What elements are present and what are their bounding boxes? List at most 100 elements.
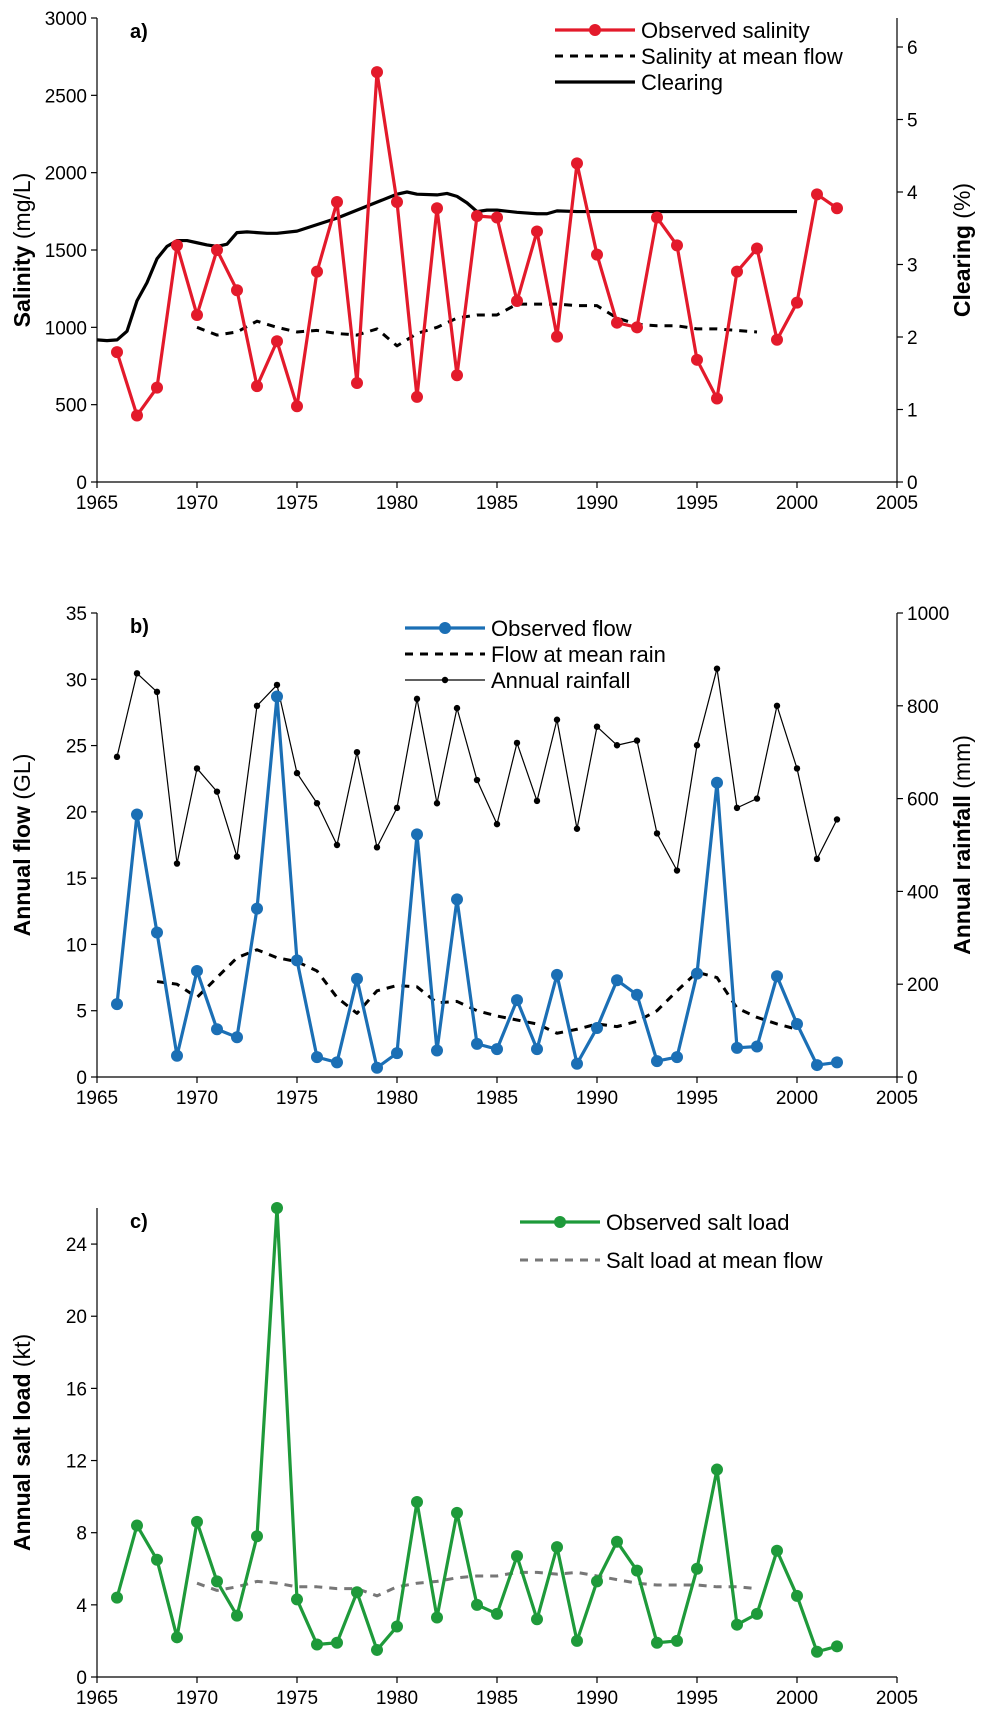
y-right-tick-label: 5	[907, 111, 918, 132]
y-left-tick-label: 10	[66, 935, 87, 956]
series-line	[96, 190, 797, 343]
data-point	[751, 1607, 763, 1620]
x-tick-label: 1990	[576, 1088, 618, 1109]
series-observed-salinity	[111, 66, 843, 422]
data-point	[491, 1607, 503, 1620]
data-point	[571, 1057, 583, 1070]
x-tick-label: 1975	[276, 1688, 318, 1709]
data-point	[651, 1055, 663, 1068]
data-point	[471, 209, 483, 222]
data-point	[731, 1041, 743, 1054]
data-point	[311, 1051, 323, 1064]
data-point	[671, 239, 683, 252]
data-point	[371, 1061, 383, 1074]
y-right-title-unit: (mm)	[949, 735, 975, 795]
y-left-title-bold: Annual flow	[9, 806, 35, 936]
data-point	[631, 988, 643, 1001]
data-point	[531, 1613, 543, 1626]
data-point	[713, 665, 721, 672]
data-point	[393, 804, 401, 812]
data-point	[273, 681, 281, 689]
data-point	[593, 723, 601, 730]
data-point	[733, 804, 741, 812]
y-left-tick-label: 16	[66, 1379, 87, 1400]
x-tick-label: 1980	[376, 493, 418, 514]
data-point	[211, 1023, 223, 1036]
data-point	[451, 1506, 463, 1519]
data-point	[331, 196, 343, 209]
data-point	[431, 1044, 443, 1057]
data-point	[133, 670, 141, 677]
panel-letter: c)	[130, 1211, 148, 1233]
data-point	[811, 1059, 823, 1072]
data-point	[111, 1591, 123, 1604]
series-observed-flow	[111, 690, 843, 1074]
y-left-axis-title: Annual flow (GL)	[9, 754, 35, 937]
data-point	[511, 1550, 523, 1563]
y-right-axis-title: Clearing (%)	[949, 183, 975, 317]
legend-label: Salinity at mean flow	[641, 44, 843, 69]
legend-swatch-marker	[589, 24, 601, 36]
panel-1: 1965 1970 1975 1980 1985 1990 1995 2000 20050500…	[9, 9, 975, 514]
y-left-tick-label: 500	[55, 396, 87, 417]
data-point	[591, 1575, 603, 1588]
data-point	[351, 377, 363, 390]
y-right-axis-title: Annual rainfall (mm)	[949, 735, 975, 955]
data-point	[191, 964, 203, 977]
data-point	[391, 196, 403, 209]
data-point	[191, 308, 203, 321]
series-flow-at-mean-rain	[156, 948, 798, 1035]
x-tick-label: 1970	[176, 1688, 218, 1709]
y-left-tick-label: 0	[76, 473, 87, 494]
legend-swatch-marker	[439, 622, 451, 634]
data-point	[253, 702, 261, 709]
data-point	[291, 400, 303, 413]
data-point	[171, 1631, 183, 1644]
y-right-tick-label: 3	[907, 256, 918, 277]
data-point	[391, 1047, 403, 1060]
y-left-tick-label: 35	[66, 604, 87, 625]
data-point	[331, 1056, 343, 1069]
y-right-tick-label: 4	[907, 183, 918, 204]
x-tick-label: 2000	[776, 1088, 818, 1109]
x-tick-label: 1985	[476, 1088, 518, 1109]
data-point	[533, 797, 541, 805]
y-right-tick-label: 600	[907, 790, 939, 811]
data-point	[251, 380, 263, 393]
data-point	[793, 765, 801, 772]
y-left-tick-label: 20	[66, 803, 87, 824]
y-left-axis-title: Salinity (mg/L)	[9, 173, 35, 328]
data-point	[811, 1645, 823, 1658]
data-point	[531, 225, 543, 238]
y-left-title-bold: Salinity	[9, 245, 35, 327]
y-right-tick-label: 400	[907, 882, 939, 903]
series-salinity-at-mean-flow	[196, 302, 758, 348]
x-tick-label: 1995	[676, 1088, 718, 1109]
y-left-tick-label: 2000	[45, 164, 87, 185]
data-point	[671, 1634, 683, 1647]
data-point	[771, 970, 783, 983]
data-point	[511, 994, 523, 1007]
data-point	[651, 1636, 663, 1649]
data-point	[791, 296, 803, 309]
y-left-tick-label: 12	[66, 1452, 87, 1473]
y-left-tick-label: 8	[76, 1524, 87, 1545]
data-point	[413, 695, 421, 703]
y-left-tick-label: 0	[76, 1668, 87, 1689]
data-point	[493, 820, 501, 828]
data-point	[371, 1643, 383, 1656]
series-line	[196, 302, 758, 348]
x-tick-label: 1995	[676, 493, 718, 514]
data-point	[311, 1638, 323, 1651]
data-point	[471, 1037, 483, 1050]
panel-letter: a)	[130, 21, 148, 43]
x-tick-label: 1990	[576, 1688, 618, 1709]
x-tick-label: 2005	[876, 1088, 918, 1109]
y-left-title-unit: (GL)	[9, 754, 35, 806]
data-point	[813, 855, 821, 863]
data-point	[551, 1541, 563, 1554]
data-point	[631, 1564, 643, 1577]
data-point	[753, 795, 761, 802]
data-point	[511, 295, 523, 308]
